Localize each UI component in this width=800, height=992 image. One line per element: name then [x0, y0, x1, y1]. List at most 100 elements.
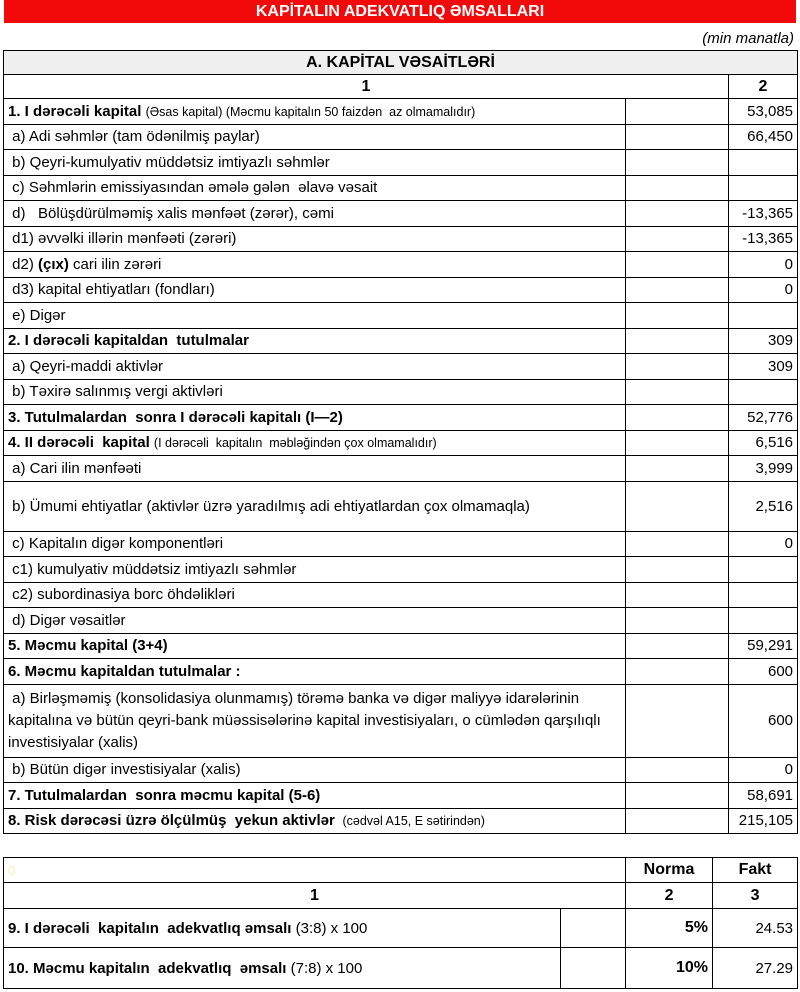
blank-cell — [625, 404, 729, 431]
row-label: 6. Məcmu kapitaldan tutulmalar : — [3, 658, 626, 685]
table-row: d2) (çıx) cari ilin zərəri 0 — [3, 251, 799, 278]
row-label-text: b) Ümumi ehtiyatlar (aktivlər üzrə yarad… — [8, 497, 530, 515]
blank-cell — [625, 581, 729, 608]
blank-cell — [625, 756, 729, 783]
ratio-row: 10. Məcmu kapitalın adekvatlıq əmsalı (7… — [3, 947, 799, 989]
row-label-text: b) Bütün digər investisiyalar (xalis) — [8, 761, 241, 779]
row-label-text: a) Cari ilin mənfəəti — [8, 459, 142, 477]
row-label: 3. Tutulmalardan sonra I dərəcəli kapita… — [3, 404, 626, 431]
table-row: b) Qeyri-kumulyativ müddətsiz imtiyazlı … — [3, 149, 799, 176]
table-row: 7. Tutulmalardan sonra məcmu kapital (5-… — [3, 782, 799, 809]
row-value: 58,691 — [727, 782, 799, 809]
blank-cell — [625, 782, 729, 809]
row-label: b) Ümumi ehtiyatlar (aktivlər üzrə yarad… — [3, 480, 626, 532]
row-label-text: (Əsas kapital) (Məcmu kapitalın 50 faizd… — [145, 104, 476, 119]
blank-cell — [625, 149, 729, 176]
column-number-1: 1 — [3, 74, 729, 99]
blank-cell — [625, 455, 729, 482]
row-value — [727, 174, 799, 201]
blank-cell — [625, 607, 729, 634]
row-label-text: d2) — [8, 255, 39, 273]
table-row: 4. II dərəcəli kapital (I dərəcəli kapit… — [3, 429, 799, 456]
row-label-text: d1) əvvəlki illərin mənfəəti (zərəri) — [8, 230, 237, 248]
table-row: a) Adi səhmlər (tam ödənilmiş paylar) 66,… — [3, 123, 799, 150]
row-value — [727, 581, 799, 608]
table-row: 2. I dərəcəli kapitaldan tutulmalar 309 — [3, 327, 799, 354]
row-label: 2. I dərəcəli kapitaldan tutulmalar — [3, 327, 626, 354]
table-row: d1) əvvəlki illərin mənfəəti (zərəri) -13… — [3, 225, 799, 252]
row-value: 0 — [727, 276, 799, 303]
row-value: 6,516 — [727, 429, 799, 456]
table-row: d3) kapital ehtiyatları (fondları) 0 — [3, 276, 799, 303]
blank-cell — [625, 530, 729, 557]
row-label-text: c) Səhmlərin emissiyasından əmələ gələn … — [8, 179, 378, 197]
blank-cell — [625, 327, 729, 354]
table-row: d) Digər vəsaitlər — [3, 607, 799, 634]
ratio-label-bold: 9. I dərəcəli kapitalın adekvatlıq əmsal… — [8, 919, 296, 937]
table-row: 8. Risk dərəcəsi üzrə ölçülmüş yekun akt… — [3, 807, 799, 834]
row-value: 2,516 — [727, 480, 799, 532]
row-label-text: 6. Məcmu kapitaldan tutulmalar : — [8, 662, 241, 680]
table-row: e) Digər — [3, 302, 799, 329]
row-value: 309 — [727, 327, 799, 354]
row-label: a) Qeyri-maddi aktivlər — [3, 353, 626, 380]
row-label: d2) (çıx) cari ilin zərəri — [3, 251, 626, 278]
row-value: 0 — [727, 756, 799, 783]
column-number-2: 2 — [727, 74, 799, 99]
row-value: -13,365 — [727, 225, 799, 252]
row-value: -13,365 — [727, 200, 799, 227]
row-value: 0 — [727, 530, 799, 557]
table-row: d) Bölüşdürülməmiş xalis mənfəət (zərər)… — [3, 200, 799, 227]
row-value: 3,999 — [727, 455, 799, 482]
row-value: 309 — [727, 353, 799, 380]
column-number-2: 2 — [625, 882, 714, 909]
blank-cell — [625, 480, 729, 532]
blank-cell — [625, 98, 729, 125]
table-row: 5. Məcmu kapital (3+4) 59,291 — [3, 632, 799, 659]
row-value: 0 — [727, 251, 799, 278]
row-label: d3) kapital ehtiyatları (fondları) — [3, 276, 626, 303]
section-header: A. KAPİTAL VƏSAİTLƏRİ — [2, 50, 799, 75]
row-label: d) Digər vəsaitlər — [3, 607, 626, 634]
row-label: a) Birləşməmiş (konsolidasiya olunmamış)… — [3, 683, 626, 758]
row-value: 600 — [727, 683, 799, 758]
row-label-text: 7. Tutulmalardan sonra məcmu kapital (5-… — [8, 786, 321, 804]
blank-cell — [625, 658, 729, 685]
row-label-text: c2) subordinasiya borc öhdəlikləri — [8, 586, 235, 604]
blank-cell — [625, 251, 729, 278]
table-row: a) Birləşməmiş (konsolidasiya olunmamış)… — [3, 683, 799, 758]
column-number-3: 3 — [712, 882, 799, 909]
row-label-text: e) Digər — [8, 306, 66, 324]
page-title: KAPİTALIN ADEKVATLIQ ƏMSALLARI — [4, 0, 796, 23]
row-label-text: 3. Tutulmalardan sonra I dərəcəli kapita… — [8, 408, 343, 426]
row-label: c) Kapitalın digər komponentləri — [3, 530, 626, 557]
row-label: b) Təxirə salınmış vergi aktivləri — [3, 378, 626, 405]
table-row: a) Cari ilin mənfəəti 3,999 — [3, 455, 799, 482]
table-row: b) Təxirə salınmış vergi aktivləri — [3, 378, 799, 405]
blank-cell — [625, 200, 729, 227]
blank-cell — [625, 429, 729, 456]
row-value: 59,291 — [727, 632, 799, 659]
blank-cell — [625, 174, 729, 201]
ratio-label: 10. Məcmu kapitalın adekvatlıq əmsalı (7… — [3, 947, 561, 989]
blank-cell — [625, 353, 729, 380]
column-number-1: 1 — [2, 882, 627, 909]
table-row: c) Səhmlərin emissiyasından əmələ gələn … — [3, 174, 799, 201]
row-value: 52,776 — [727, 404, 799, 431]
blank-cell — [625, 225, 729, 252]
table-row: c2) subordinasiya borc öhdəlikləri — [3, 581, 799, 608]
row-label-text: (cədvəl A15, E sətirindən) — [339, 814, 485, 829]
row-label: c1) kumulyativ müddətsiz imtiyazlı səhml… — [3, 556, 626, 583]
table-row: 6. Məcmu kapitaldan tutulmalar : 600 — [3, 658, 799, 685]
blank-cell — [625, 556, 729, 583]
ratio-label-bold: 10. Məcmu kapitalın adekvatlıq əmsalı — [8, 959, 291, 977]
row-label: b) Bütün digər investisiyalar (xalis) — [3, 756, 626, 783]
table-row: 1. I dərəcəli kapital (Əsas kapital) (Mə… — [3, 98, 799, 125]
row-label: 4. II dərəcəli kapital (I dərəcəli kapit… — [3, 429, 626, 456]
row-value: 215,105 — [727, 807, 799, 834]
norma-value: 5% — [625, 908, 714, 948]
fakt-header: Fakt — [712, 857, 799, 883]
table-row: a) Qeyri-maddi aktivlər 309 — [3, 353, 799, 380]
